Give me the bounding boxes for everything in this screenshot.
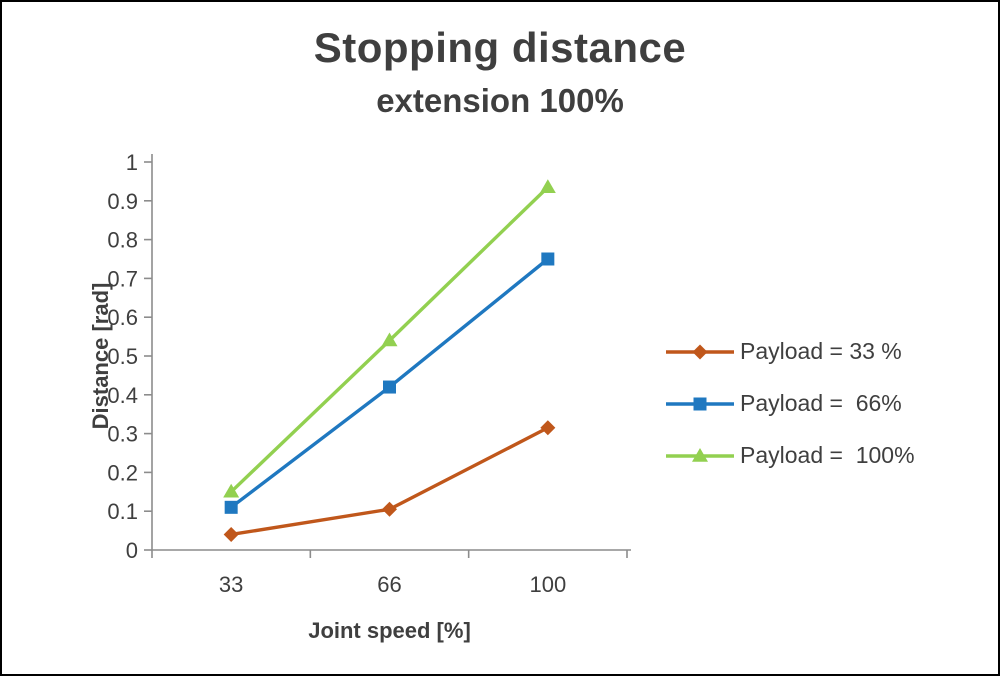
- y-tick-label: 0.9: [107, 189, 138, 214]
- x-tick-label: 100: [529, 572, 566, 597]
- square-marker: [693, 397, 707, 410]
- y-tick-label: 0.6: [107, 305, 138, 330]
- y-tick-label: 0.3: [107, 422, 138, 447]
- square-marker: [224, 500, 238, 514]
- series-0: [223, 420, 556, 542]
- x-axis-label: Joint speed [%]: [308, 618, 471, 643]
- y-axis-label: Distance [rad]: [88, 283, 113, 430]
- legend-label: Payload = 100%: [740, 442, 915, 468]
- legend-marker-triangle: [666, 447, 734, 462]
- axes: [151, 154, 631, 551]
- legend-item-1: Payload = 66%: [664, 390, 915, 417]
- x-tick-label: 33: [219, 572, 243, 597]
- y-tick-label: 0.1: [107, 499, 138, 524]
- diamond-marker: [540, 420, 556, 436]
- plot-area: 0 0.1 0.2 0.3 0.4 0.5 0.6 0.7 0.8 0.9 1 33 66 100 Dist…: [88, 150, 631, 643]
- y-tick-label: 0.8: [107, 228, 138, 253]
- series-2: [223, 179, 556, 498]
- chart-subtitle: extension 100%: [376, 82, 624, 119]
- series-1: [224, 252, 555, 514]
- y-tick-label: 0.7: [107, 266, 138, 291]
- triangle-marker: [381, 332, 398, 347]
- y-ticks: 0 0.1 0.2 0.3 0.4 0.5 0.6 0.7 0.8 0.9 1: [107, 150, 152, 563]
- legend-label: Payload = 33 %: [740, 338, 902, 364]
- triangle-marker: [223, 483, 240, 498]
- series-line: [229, 426, 550, 537]
- y-tick-label: 0.2: [107, 460, 138, 485]
- legend-item-2: Payload = 100%: [664, 442, 915, 469]
- chart-title: Stopping distance: [313, 24, 687, 71]
- x-tick-label: 66: [377, 572, 401, 597]
- diamond-marker: [692, 344, 708, 359]
- x-ticks: 33 66 100: [151, 550, 628, 597]
- diamond-marker: [223, 526, 239, 542]
- legend: Payload = 33 % Payload = 66% Payload = 100…: [664, 338, 915, 469]
- legend-marker-square: [666, 397, 734, 410]
- square-marker: [383, 380, 396, 394]
- legend-item-0: Payload = 33 %: [664, 338, 915, 365]
- y-tick-label: 0.5: [107, 344, 138, 369]
- triangle-marker: [539, 179, 556, 193]
- y-tick-label: 1: [126, 150, 138, 175]
- diamond-marker: [382, 501, 397, 517]
- triangle-marker: [692, 447, 708, 462]
- square-marker: [541, 252, 555, 266]
- y-tick-label: 0.4: [107, 383, 138, 408]
- y-tick-label: 0: [126, 538, 138, 563]
- legend-marker-diamond: [666, 344, 734, 359]
- legend-label: Payload = 66%: [740, 390, 902, 416]
